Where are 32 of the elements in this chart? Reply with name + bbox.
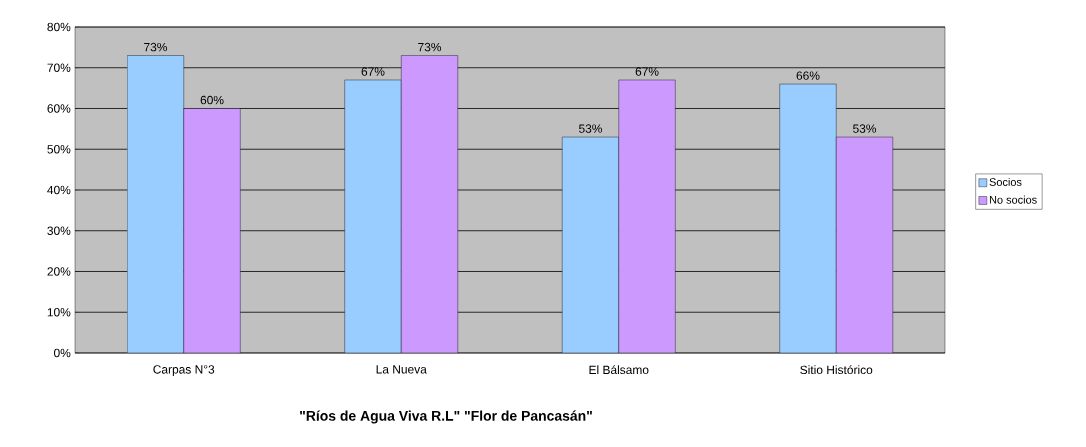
x-tick-label: La Nueva: [376, 365, 427, 374]
bar: [183, 108, 241, 353]
y-tick-label: 40%: [47, 185, 71, 195]
data-label: 73%: [144, 42, 168, 52]
bar: [836, 136, 894, 353]
data-label: 67%: [635, 67, 659, 76]
y-tick-label: 60%: [47, 104, 71, 113]
data-label: 53%: [853, 124, 877, 133]
y-tick-label: 20%: [47, 267, 71, 276]
data-label: 60%: [200, 95, 224, 105]
y-tick-label: 10%: [47, 308, 71, 317]
legend-label: Socios: [989, 177, 1022, 186]
bar: [562, 136, 619, 353]
bar: [618, 79, 676, 353]
legend-label: No socios: [989, 195, 1037, 204]
bar: [127, 55, 184, 353]
bar: [779, 83, 837, 353]
bar: [401, 55, 458, 353]
data-label: 53%: [579, 124, 603, 133]
y-tick-label: 50%: [47, 145, 71, 154]
y-tick-label: 80%: [47, 22, 71, 32]
y-tick-label: 0%: [54, 348, 71, 358]
x-tick-label: Sitio Histórico: [800, 365, 873, 375]
x-axis-title: "Ríos de Agua Viva R.L" "Flor de Pancasán": [300, 410, 592, 424]
y-tick-label: 30%: [47, 226, 71, 235]
bar: [344, 79, 402, 353]
x-tick-label: El Bálsamo: [589, 365, 649, 375]
y-tick-label: 70%: [47, 63, 71, 72]
data-label: 67%: [361, 67, 385, 76]
data-label: 66%: [796, 71, 820, 80]
data-label: 73%: [418, 42, 442, 52]
x-tick-label: Carpas N°3: [153, 365, 215, 377]
